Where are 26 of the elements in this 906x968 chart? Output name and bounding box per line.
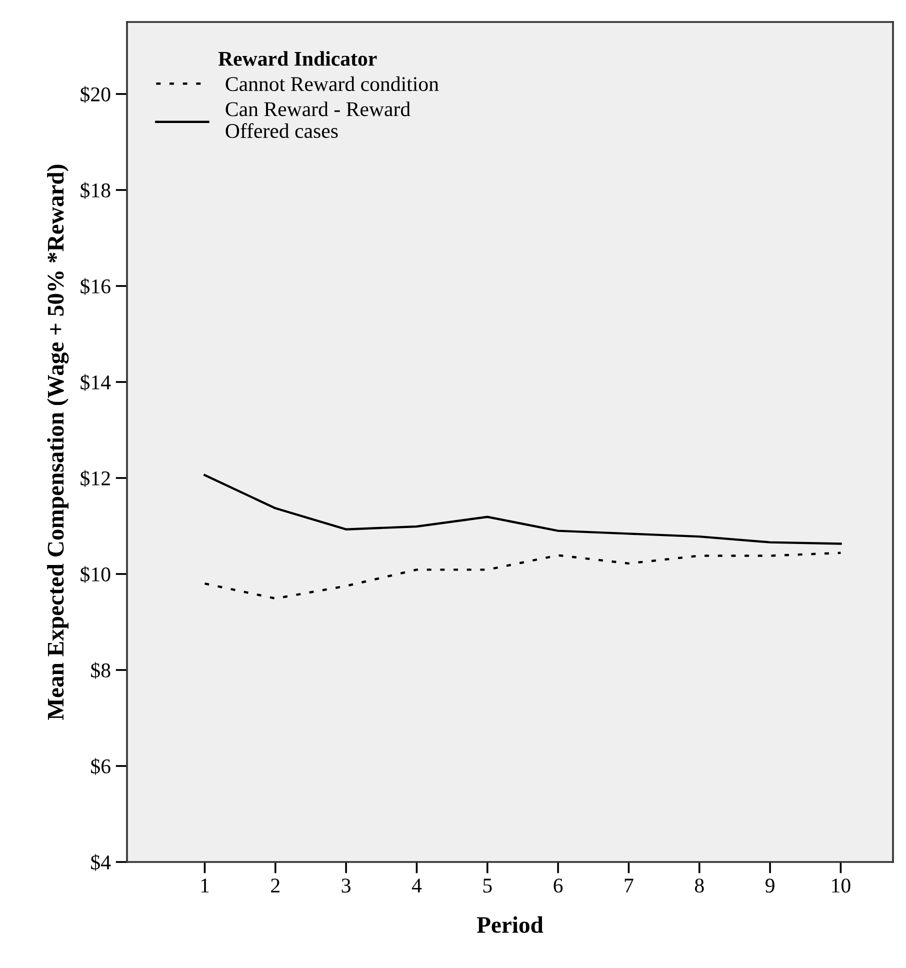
x-axis-title: Period [476,916,544,933]
y-axis-title: Mean Expected Compensation (Wage + 50% *Reward) [47,164,69,720]
y-tick-label: $8 [91,662,110,679]
y-tick-label: $6 [91,758,110,775]
x-tick-label: 5 [483,878,492,893]
x-tick-label: 10 [832,878,850,893]
y-tick-label: $16 [80,278,110,295]
x-tick-label: 3 [342,878,350,893]
y-tick-label: $12 [80,470,110,487]
legend-title: Reward Indicator [218,51,377,66]
x-tick-label: 1 [201,878,209,892]
line-series [204,474,842,545]
x-tick-label: 9 [766,878,774,893]
legend-label: Can Reward - Reward Offered cases [226,102,410,138]
y-tick-label: $20 [80,86,110,103]
y-tick-label: $14 [80,374,111,391]
x-tick-label: 4 [412,878,422,892]
legend-label: Cannot Reward condition [226,76,439,92]
x-tick-label: 6 [554,878,563,893]
y-tick-label: $10 [80,566,110,583]
x-tick-label: 7 [624,878,634,892]
y-tick-label: $4 [91,854,111,871]
line-series [204,552,842,600]
x-tick-label: 8 [694,878,704,893]
y-tick-label: $18 [80,182,110,199]
x-tick-label: 2 [271,878,280,892]
